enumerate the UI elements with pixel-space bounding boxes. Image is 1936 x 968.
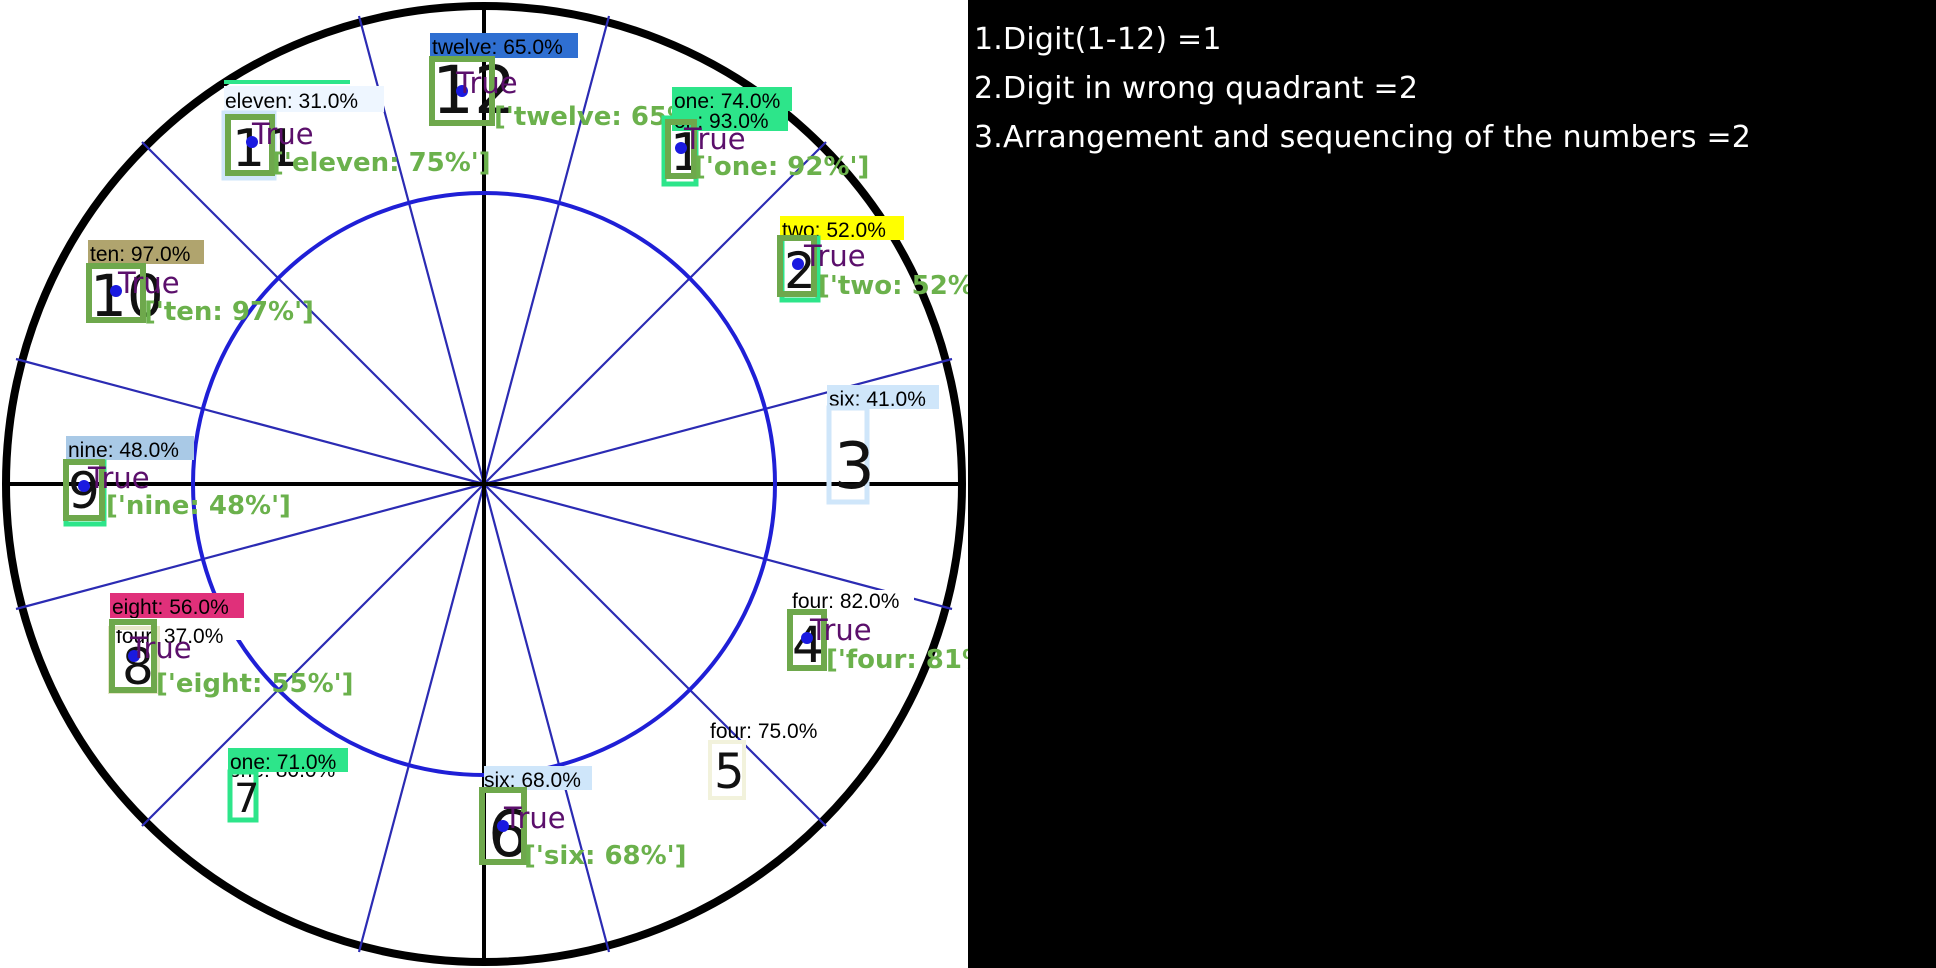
detection-box-seven bbox=[227, 769, 259, 823]
digit-one-group: one: 74.0% on: 93.0% 1 True ['one: 92%'] bbox=[661, 87, 869, 187]
detection-label-seven: one: 71.0% bbox=[230, 751, 336, 774]
detection-box-three bbox=[826, 405, 870, 505]
center-dot-eight bbox=[128, 650, 140, 662]
prediction-four: ['four: 81%'] bbox=[826, 645, 968, 675]
detection-label-bg bbox=[430, 33, 578, 58]
verified-box-twelve bbox=[429, 56, 495, 126]
prediction-six: ['six: 68%'] bbox=[524, 841, 687, 871]
center-dot-two bbox=[792, 258, 804, 270]
verified-box-nine bbox=[63, 459, 105, 521]
detection-label-eight-overlap: four: 37.0% bbox=[116, 625, 223, 648]
verified-box-six bbox=[479, 787, 527, 865]
digit-nine-group: nine: 48.0% 9 True ['nine: 48%'] bbox=[63, 436, 291, 527]
handwritten-digit-eleven: 11 bbox=[232, 119, 298, 179]
true-tag-ten: True bbox=[117, 266, 180, 300]
handwritten-digit-four: 4 bbox=[792, 616, 824, 674]
detection-label-ten: ten: 97.0% bbox=[90, 243, 190, 266]
handwritten-digit-twelve: 12 bbox=[432, 52, 516, 129]
true-tag-nine: True bbox=[87, 461, 150, 495]
detection-label-bar bbox=[224, 80, 350, 84]
score-line-arrangement: 3.Arrangement and sequencing of the numb… bbox=[974, 120, 1752, 155]
digit-five-group: four: 75.0% 5 bbox=[708, 720, 817, 800]
prediction-one: ['one: 92%'] bbox=[694, 152, 869, 182]
digit-four-group: four: 82.0% 4 True ['four: 81%'] bbox=[787, 590, 968, 675]
true-tag-two: True bbox=[803, 239, 866, 273]
detection-label-four: four: 82.0% bbox=[792, 590, 899, 613]
center-dot-nine bbox=[78, 480, 90, 492]
digit-six-group: six: 68.0% 6 True ['six: 68%'] bbox=[479, 766, 687, 872]
verified-box-eight bbox=[109, 619, 157, 693]
prediction-ten: ['ten: 97%'] bbox=[144, 297, 314, 327]
detection-label-bg bbox=[66, 436, 194, 460]
center-dot-six bbox=[497, 820, 509, 832]
verified-box-ten bbox=[86, 263, 146, 323]
handwritten-digit-five: 5 bbox=[714, 744, 745, 800]
digit-ten-group: ten: 97.0% 10 True ['ten: 97%'] bbox=[86, 240, 314, 330]
digit-eleven-group: eleven: 31.0% 11 True ['eleven: 75%'] bbox=[221, 80, 491, 181]
detection-label-bg-overlap bbox=[672, 111, 788, 131]
true-tag-one: True bbox=[683, 122, 746, 156]
true-tag-eleven: True bbox=[251, 117, 314, 151]
radial-sector-lines bbox=[15, 15, 953, 953]
prediction-two: ['two: 52%'] bbox=[818, 271, 968, 301]
detection-label-five: four: 75.0% bbox=[710, 720, 817, 743]
handwritten-digit-eight: 8 bbox=[122, 638, 154, 696]
verified-box-one bbox=[665, 119, 697, 179]
true-tag-six: True bbox=[503, 801, 566, 835]
detection-label-eleven: eleven: 31.0% bbox=[225, 90, 358, 113]
center-dot-four bbox=[801, 632, 813, 644]
detection-label-bg bbox=[88, 240, 204, 264]
prediction-eight: ['eight: 55%'] bbox=[156, 669, 353, 699]
clock-drawing: twelve: 65.0% 12 True ['twelve: 65%'] el… bbox=[2, 2, 968, 966]
score-line-digits: 1.Digit(1-12) =1 bbox=[974, 22, 1222, 57]
center-dot-one bbox=[675, 142, 687, 154]
detection-box-five bbox=[708, 740, 746, 800]
center-dot-eleven bbox=[246, 136, 258, 148]
detection-label-bg bbox=[484, 766, 592, 790]
clock-drawing-panel: twelve: 65.0% 12 True ['twelve: 65%'] el… bbox=[0, 0, 968, 968]
detection-label-bg bbox=[110, 593, 244, 618]
handwritten-digit-two: 2 bbox=[784, 242, 816, 300]
prediction-eleven: ['eleven: 75%'] bbox=[272, 148, 491, 178]
detection-label-one: one: 74.0% bbox=[674, 90, 780, 113]
digit-two-group: two: 52.0% 2 True ['two: 52%'] bbox=[777, 216, 968, 303]
handwritten-digit-seven: 7 bbox=[234, 776, 259, 822]
handwritten-digit-three: 3 bbox=[834, 430, 875, 504]
detection-label-bg bbox=[224, 86, 384, 112]
digit-seven-group: one: 80.0% one: 71.0% 7 bbox=[227, 748, 348, 823]
score-line-quadrant: 2.Digit in wrong quadrant =2 bbox=[974, 71, 1419, 106]
detection-label-three: six: 41.0% bbox=[829, 388, 926, 411]
detection-label-eight: eight: 56.0% bbox=[112, 596, 229, 619]
verified-box-two bbox=[777, 235, 817, 297]
detection-label-bg bbox=[672, 87, 792, 111]
center-dot-twelve bbox=[456, 85, 468, 97]
center-dot-ten bbox=[110, 285, 122, 297]
true-tag-twelve: True bbox=[455, 66, 518, 100]
true-tag-four: True bbox=[809, 613, 872, 647]
detection-label-nine: nine: 48.0% bbox=[68, 439, 179, 462]
digit-twelve-group: twelve: 65.0% 12 True ['twelve: 65%'] bbox=[429, 33, 713, 132]
digit-three-group: six: 41.0% 3 bbox=[826, 385, 939, 505]
detection-label-bg bbox=[228, 748, 348, 772]
verified-box-four bbox=[787, 609, 827, 671]
detection-label-twelve: twelve: 65.0% bbox=[432, 36, 563, 59]
verified-box-eleven bbox=[225, 114, 275, 176]
detection-label-bg bbox=[827, 385, 939, 409]
true-tag-eight: True bbox=[129, 631, 192, 665]
digit-eight-group: eight: 56.0% four: 37.0% 8 True ['eight:… bbox=[108, 593, 353, 699]
prediction-nine: ['nine: 48%'] bbox=[106, 491, 291, 521]
detection-label-six: six: 68.0% bbox=[484, 769, 581, 792]
score-panel: 1.Digit(1-12) =1 2.Digit in wrong quadra… bbox=[968, 0, 1936, 968]
